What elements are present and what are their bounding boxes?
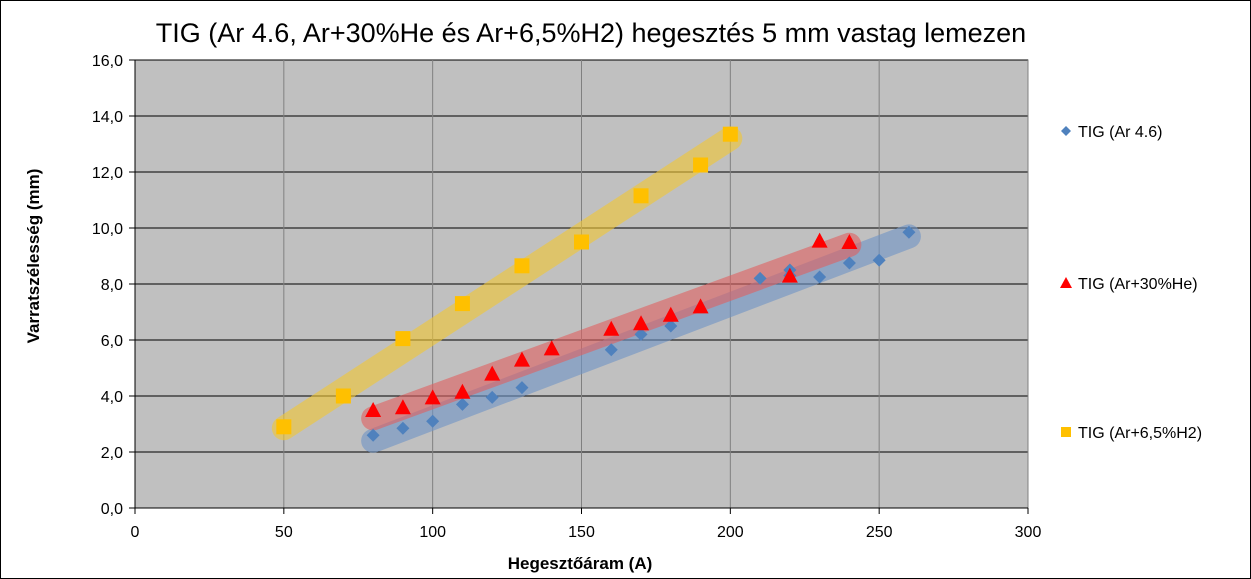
y-tick-label: 6,0 — [101, 333, 123, 350]
data-point — [455, 397, 469, 411]
legend-marker — [1061, 427, 1071, 437]
data-point — [394, 399, 411, 415]
data-point — [454, 296, 470, 312]
data-point — [722, 126, 738, 142]
data-point — [426, 414, 440, 428]
data-point — [424, 389, 441, 405]
data-point — [366, 428, 380, 442]
y-tick-label: 10,0 — [92, 221, 123, 238]
data-point — [574, 234, 589, 250]
trend-band — [271, 126, 743, 441]
legend-label: TIG (Ar+30%He) — [1078, 276, 1198, 293]
x-tick-label: 300 — [1015, 524, 1042, 541]
data-point — [365, 402, 382, 417]
data-point — [662, 306, 679, 322]
data-point — [634, 327, 648, 341]
data-point — [604, 343, 618, 357]
y-tick-label: 0,0 — [101, 501, 123, 518]
data-point — [513, 351, 530, 367]
y-axis-title: Varratszélesség (mm) — [24, 169, 43, 344]
data-point — [753, 271, 767, 285]
data-point — [811, 232, 828, 248]
data-point — [543, 340, 560, 356]
data-point — [842, 256, 856, 270]
x-tick-label: 250 — [866, 524, 893, 541]
y-tick-label: 14,0 — [92, 109, 123, 126]
x-tick-label: 150 — [568, 524, 595, 541]
y-tick-label: 16,0 — [92, 53, 123, 70]
x-tick-label: 100 — [419, 524, 446, 541]
axis-ticks: 0,0 2,0 4,0 6,0 8,0 10,0 12,0 14,0 16,0 0 50 100 150… — [92, 53, 1042, 541]
data-point — [872, 253, 886, 267]
data-point — [514, 258, 530, 274]
data-point — [902, 225, 916, 239]
y-tick-label: 8,0 — [101, 277, 123, 294]
x-axis-title: Hegesztőáram (A) — [508, 554, 653, 573]
data-markers — [276, 126, 916, 442]
data-point — [395, 331, 411, 347]
y-tick-label: 4,0 — [101, 389, 123, 406]
legend-marker — [1060, 277, 1072, 288]
legend: TIG (Ar 4.6) TIG (Ar+30%He) TIG (Ar+6,5%H2… — [1060, 124, 1202, 442]
data-point — [664, 319, 678, 333]
data-point — [396, 421, 410, 435]
legend-label: TIG (Ar+6,5%H2) — [1078, 425, 1202, 442]
data-point — [454, 383, 471, 399]
x-tick-label: 50 — [275, 524, 293, 541]
data-point — [693, 157, 709, 173]
data-point — [485, 390, 499, 404]
data-point — [692, 298, 709, 314]
data-point — [841, 234, 858, 249]
data-point — [633, 315, 650, 331]
chart-title: TIG (Ar 4.6, Ar+30%He és Ar+6,5%H2) hege… — [156, 18, 1026, 48]
y-tick-label: 12,0 — [92, 165, 123, 182]
y-tick-label: 2,0 — [101, 445, 123, 462]
data-point — [633, 188, 649, 204]
x-tick-label: 200 — [717, 524, 744, 541]
data-point — [781, 267, 798, 283]
data-point — [603, 320, 620, 336]
legend-label: TIG (Ar 4.6) — [1078, 124, 1162, 141]
data-point — [813, 270, 827, 284]
data-point — [276, 419, 292, 435]
x-tick-label: 0 — [131, 524, 140, 541]
data-point — [515, 381, 529, 395]
data-point — [335, 388, 351, 404]
data-point — [484, 365, 501, 381]
legend-marker — [1061, 126, 1071, 136]
